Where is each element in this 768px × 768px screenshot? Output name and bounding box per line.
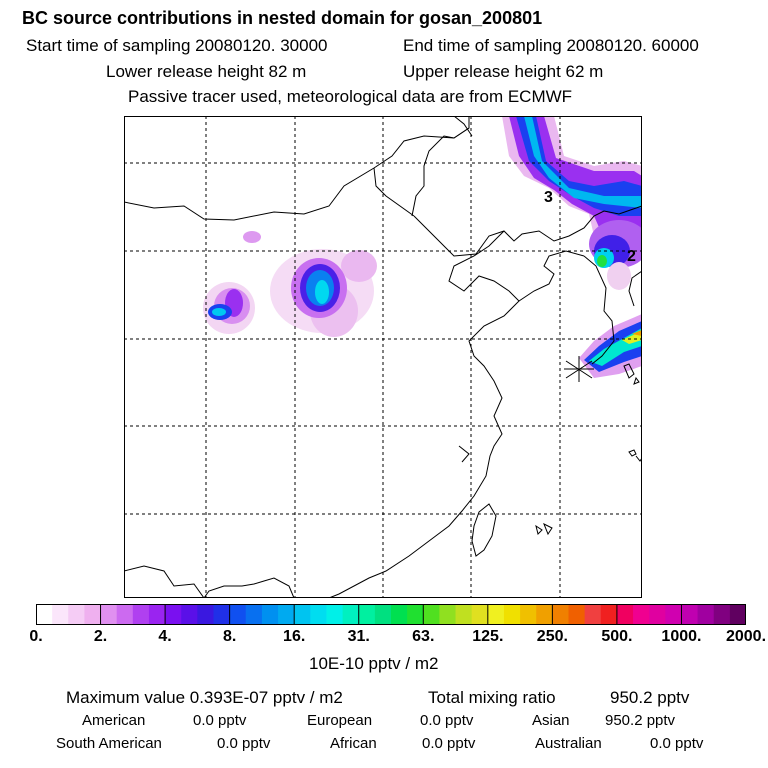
region-african-name: African [330,735,377,752]
receptor-marker-icon [564,356,594,382]
colorbar-tick-label: 4. [158,628,172,645]
colorbar-tick-label: 31. [347,628,370,645]
colorbar-cell [681,604,699,624]
region-european-value: 0.0 pptv [420,712,474,729]
colorbar-cell [374,604,392,624]
colorbar-cell [116,604,134,624]
colorbar-cell [358,604,376,624]
colorbar-cell [132,604,150,624]
colorbar-tick-label: 63. [412,628,435,645]
colorbar-tick-label: 2. [93,628,108,645]
map-frame [124,116,642,598]
region-asian-value: 950.2 pptv [605,712,676,729]
colorbar-cell [165,604,182,624]
colorbar-cell [36,604,53,624]
colorbar-cell [197,604,214,624]
colorbar-unit: 10E-10 pptv / m2 [309,654,439,673]
colorbar-tick-label: 2000. [725,628,767,645]
colorbar-cell [633,604,650,624]
colorbar-cell [520,604,537,624]
colorbar-cell [536,604,553,624]
colorbar-cell [471,604,489,624]
contour-label-3: 3 [544,189,553,206]
colorbar-tick-label: 16. [283,628,306,645]
region-south-american-name: South American [56,735,162,752]
concentration-field [203,116,642,378]
colorbar-cell [261,604,279,624]
colorbar-cell [100,604,118,624]
colorbar-cell [84,604,102,624]
colorbar-cell [278,604,295,624]
map-panel: 3 2 [124,116,642,598]
colorbar-cell [616,604,634,624]
region-african-value: 0.0 pptv [422,735,476,752]
colorbar-cell [665,604,682,624]
colorbar-tick-label: 1000. [661,628,702,645]
colorbar-cell [423,604,440,624]
colorbar-cell [229,604,247,624]
region-european-name: European [307,712,373,729]
colorbar-cell [181,604,198,624]
colorbar-cell [600,604,618,624]
colorbar-cell [455,604,473,624]
contour-label-2: 2 [627,248,636,265]
colorbar-cell [52,604,69,624]
colorbar-cell [697,604,715,624]
region-asian-name: Asian [532,712,570,729]
colorbar-cell [649,604,666,624]
colorbar-tick-label: 125. [472,628,504,645]
colorbar-cell [326,604,344,624]
colorbar-tick-label: 500. [601,628,633,645]
colorbar-cell [391,604,408,624]
colorbar-cell [213,604,231,624]
region-south-american-value: 0.0 pptv [217,735,271,752]
colorbar-cell [713,604,731,624]
model-note: Passive tracer used, meteorological data… [128,87,573,106]
end-time-label: End time of sampling 20080120. 60000 [403,36,699,55]
region-american-value: 0.0 pptv [193,712,247,729]
colorbar-cell [342,604,360,624]
colorbar-cell [294,604,311,624]
region-american-name: American [82,712,146,729]
plot-title: BC source contributions in nested domain… [22,8,543,28]
colorbar-cell [568,604,586,624]
total-mixing-label: Total mixing ratio [428,688,556,707]
colorbar-cell [407,604,424,624]
colorbar-cell [439,604,457,624]
colorbar-tick-label: 0. [29,628,43,645]
max-value-label: Maximum value 0.393E-07 pptv / m2 [66,688,343,707]
coastline-layer [124,116,642,598]
colorbar-cell [584,604,602,624]
colorbar-tick-label: 250. [536,628,568,645]
colorbar-cell [68,604,85,624]
colorbar-cell [503,604,521,624]
upper-release-label: Upper release height 62 m [403,62,604,81]
colorbar-cell [148,604,166,624]
colorbar-cell [552,604,569,624]
lower-release-label: Lower release height 82 m [106,62,307,81]
colorbar-cell [245,604,263,624]
colorbar-cell [729,604,746,624]
colorbar-cell [487,604,505,624]
total-mixing-value: 950.2 pptv [610,688,690,707]
graticule [124,116,642,598]
colorbar [36,604,746,625]
region-australian-value: 0.0 pptv [650,735,704,752]
start-time-label: Start time of sampling 20080120. 30000 [26,36,328,55]
region-australian-name: Australian [535,735,602,752]
colorbar-cell [310,604,327,624]
colorbar-tick-label: 8. [222,628,237,645]
